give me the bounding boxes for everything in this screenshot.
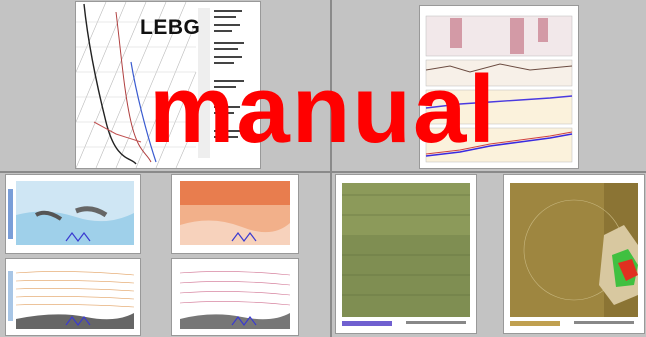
map-wind-field[interactable] [336, 175, 476, 333]
sounding-thumbnail[interactable]: LEBG [76, 2, 260, 168]
vertical-splitter[interactable] [330, 0, 332, 337]
top-right-pane [332, 0, 646, 171]
meteogram-thumbnail[interactable] [420, 6, 578, 168]
cross-section-1[interactable] [6, 175, 140, 253]
cross-section-2[interactable] [172, 175, 298, 253]
cross-section-3[interactable] [6, 259, 140, 335]
map-precipitation[interactable] [504, 175, 644, 333]
bottom-right-pane [332, 173, 646, 337]
cross-section-4[interactable] [172, 259, 298, 335]
top-left-pane: LEBG [0, 0, 330, 171]
horizontal-splitter[interactable] [0, 171, 646, 173]
skew-t-diagram [76, 2, 244, 168]
meteogram-chart [420, 6, 578, 168]
station-code-label: LEBG [140, 16, 201, 39]
bottom-left-pane [0, 173, 330, 337]
